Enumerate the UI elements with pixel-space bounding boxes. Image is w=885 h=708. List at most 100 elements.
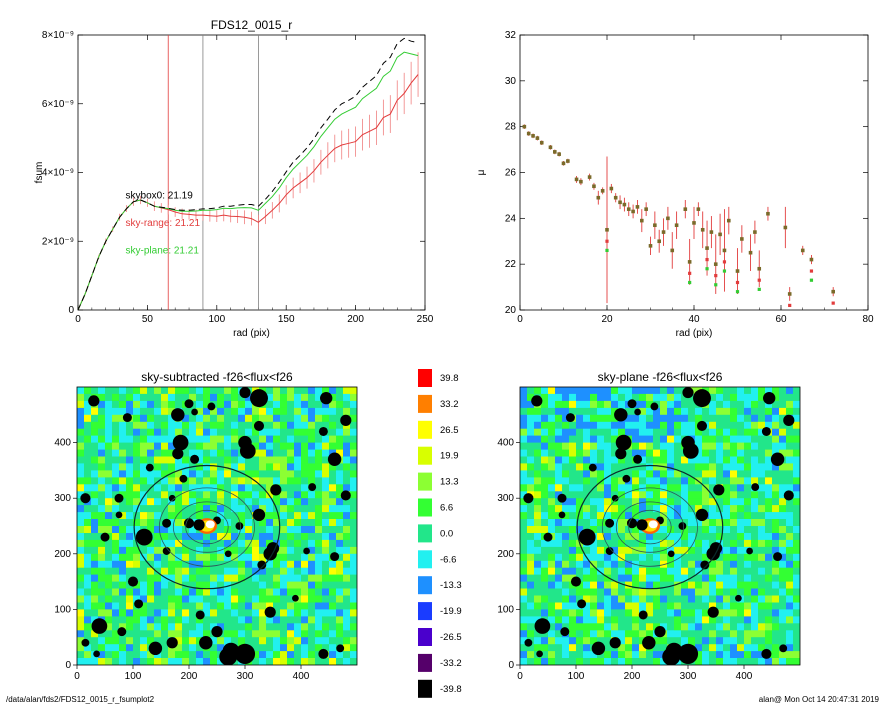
- image-cell: [252, 442, 260, 450]
- image-cell: [343, 442, 351, 450]
- image-cell: [667, 477, 675, 485]
- image-cell: [709, 407, 717, 416]
- image-cell: [175, 498, 183, 506]
- image-cell: [611, 546, 619, 555]
- image-cell: [203, 616, 211, 624]
- image-cell: [793, 498, 800, 506]
- image-cell: [779, 498, 787, 506]
- image-cell: [744, 526, 752, 534]
- image-cell: [548, 644, 556, 652]
- image-cell: [189, 574, 197, 582]
- image-cell: [266, 484, 274, 492]
- masked-source: [318, 648, 329, 659]
- image-cell: [154, 414, 162, 423]
- image-cell: [653, 435, 661, 443]
- image-cell: [688, 407, 696, 416]
- image-cell: [126, 407, 134, 416]
- image-cell: [639, 560, 647, 569]
- image-cell: [119, 519, 127, 527]
- image-cell: [168, 442, 176, 450]
- image-cell: [252, 546, 260, 555]
- image-cell: [112, 519, 120, 527]
- image-cell: [126, 400, 134, 409]
- image-cell: [259, 553, 267, 562]
- image-cell: [84, 658, 92, 665]
- image-cell: [632, 491, 640, 499]
- colorbar-swatch: [418, 498, 432, 517]
- image-cell: [541, 644, 549, 652]
- image-cell: [632, 505, 640, 513]
- image-cell: [583, 637, 591, 645]
- image-cell: [252, 602, 260, 610]
- image-cell: [119, 512, 127, 520]
- image-cell: [210, 387, 218, 395]
- image-cell: [569, 456, 577, 464]
- image-cell: [105, 602, 113, 610]
- image-cell: [604, 539, 612, 548]
- image-cell: [688, 526, 696, 534]
- image-cell: [350, 393, 357, 402]
- image-cell: [576, 463, 584, 471]
- image-cell: [84, 539, 92, 548]
- image-cell: [322, 421, 330, 430]
- image-cell: [751, 574, 759, 582]
- image-cell: [534, 581, 542, 589]
- image-cell: [336, 588, 344, 596]
- image-cell: [133, 526, 141, 534]
- image-cell: [343, 567, 351, 576]
- image-cell: [133, 484, 141, 492]
- mu-point-plane: [722, 269, 727, 273]
- image-cell: [252, 560, 260, 569]
- image-cell: [562, 595, 570, 603]
- image-cell: [231, 414, 239, 423]
- image-cell: [98, 574, 106, 582]
- image-cell: [758, 526, 766, 534]
- mu-point-plane: [788, 313, 791, 316]
- image-cell: [555, 644, 563, 652]
- image-cell: [590, 407, 598, 416]
- image-cell: [287, 387, 295, 395]
- image-cell: [245, 393, 253, 402]
- image-cell: [611, 456, 619, 464]
- image-cell: [716, 581, 724, 589]
- image-cell: [590, 588, 598, 596]
- image-cell: [147, 623, 155, 631]
- image-cell: [140, 414, 148, 423]
- image-cell: [667, 602, 675, 610]
- image-cell: [322, 546, 330, 555]
- image-cell: [273, 449, 281, 457]
- image-cell: [77, 512, 85, 520]
- image-cell: [77, 595, 85, 603]
- image-cell: [224, 477, 232, 485]
- mu-point: [692, 221, 696, 225]
- image-cell: [182, 623, 190, 631]
- image-cell: [133, 470, 141, 478]
- image-cell: [779, 588, 787, 596]
- image-cell: [140, 435, 148, 443]
- image-cell: [126, 609, 134, 617]
- image-cell: [793, 546, 800, 555]
- masked-source: [654, 626, 666, 638]
- mu-plot-area: [522, 124, 835, 316]
- image-cell: [520, 498, 528, 506]
- image-cell: [105, 442, 113, 450]
- image-cell: [576, 616, 584, 624]
- image-cell: [702, 498, 710, 506]
- image-cell: [765, 539, 773, 548]
- image-cell: [555, 553, 563, 562]
- image-cell: [238, 400, 246, 409]
- image-cell: [343, 477, 351, 485]
- image-cell: [231, 505, 239, 513]
- image-cell: [590, 428, 598, 437]
- x-tick-label: 20: [601, 314, 613, 325]
- image-cell: [133, 553, 141, 562]
- image-cell: [548, 539, 556, 548]
- mu-point-range: [757, 278, 761, 282]
- image-cell: [336, 581, 344, 589]
- image-cell: [723, 574, 731, 582]
- mu-point: [757, 266, 762, 271]
- image-cell: [681, 393, 689, 402]
- image-cell: [189, 623, 197, 631]
- image-cell: [534, 442, 542, 450]
- image-cell: [597, 651, 605, 659]
